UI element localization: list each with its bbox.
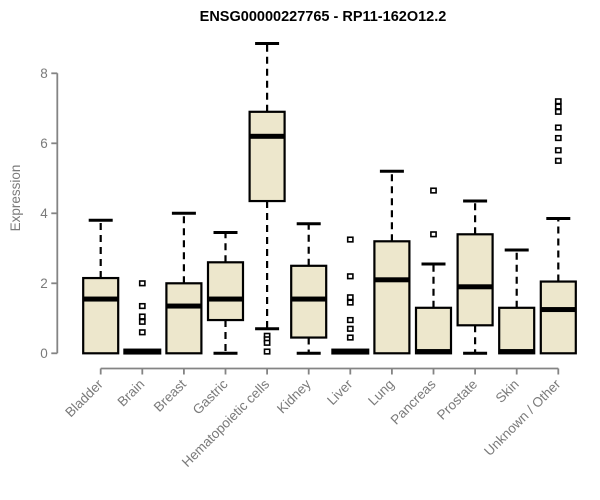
median-line	[457, 284, 493, 290]
x-tick-label: Brain	[115, 377, 148, 410]
box-rect	[165, 282, 203, 355]
x-tick-label: Breast	[151, 376, 189, 414]
box-rect	[539, 280, 577, 355]
collapsed-box	[331, 348, 370, 355]
x-tick-label: Kidney	[274, 376, 314, 416]
y-tick-label: 2	[40, 276, 48, 291]
box-rect	[498, 306, 536, 355]
outlier-point	[346, 299, 354, 306]
outlier-point	[554, 103, 562, 110]
x-tick-label: Unknown / Other	[481, 376, 564, 459]
outlier-point	[346, 294, 354, 301]
median-line	[499, 349, 535, 355]
outlier-point	[138, 329, 146, 336]
x-tick-label: Lung	[365, 377, 397, 409]
outlier-point	[554, 134, 562, 142]
outlier-point	[138, 302, 146, 310]
outlier-point	[346, 334, 354, 341]
y-tick-label: 6	[40, 136, 48, 151]
boxes	[82, 42, 577, 355]
x-tick-label: Bladder	[62, 376, 106, 420]
box-rect	[248, 110, 286, 203]
outlier-point	[430, 231, 437, 238]
box-group	[82, 218, 120, 355]
outlier-point	[346, 236, 354, 243]
y-tick-label: 8	[40, 66, 48, 81]
box-rect	[373, 240, 411, 355]
median-line	[208, 296, 243, 302]
median-line	[540, 307, 576, 313]
outlier-point	[346, 325, 354, 332]
median-line	[374, 277, 410, 283]
box-group	[290, 222, 328, 355]
median-line	[291, 296, 327, 302]
box-group	[248, 42, 286, 355]
outlier-point	[263, 348, 271, 355]
box-rect	[82, 276, 120, 355]
box-group	[539, 98, 577, 355]
outlier-point	[263, 339, 271, 346]
outlier-point	[346, 316, 354, 324]
box-group	[456, 199, 494, 355]
outlier-point	[554, 124, 562, 131]
box-rect	[414, 306, 453, 355]
outlier-point	[138, 280, 146, 287]
chart-title: ENSG00000227765 - RP11-162O12.2	[200, 9, 447, 25]
x-tick-label: Prostate	[434, 377, 480, 423]
box-rect	[456, 233, 494, 327]
y-tick-label: 4	[40, 206, 48, 221]
box-group	[414, 187, 453, 355]
outlier-point	[554, 98, 562, 105]
outlier-point	[138, 318, 146, 325]
box-rect	[206, 261, 245, 322]
outlier-point	[554, 157, 562, 164]
collapsed-box	[123, 348, 162, 355]
box-rect	[290, 264, 328, 339]
x-tick-label: Pancreas	[388, 376, 439, 427]
box-group	[498, 248, 536, 355]
x-tick-label: Liver	[324, 376, 356, 408]
outlier-point	[138, 313, 146, 320]
box-group	[123, 280, 162, 355]
median-line	[166, 303, 202, 309]
outlier-point	[554, 147, 562, 154]
median-line	[416, 349, 451, 355]
x-tick-label: Skin	[493, 377, 522, 406]
box-group	[206, 231, 245, 355]
y-tick-label: 0	[40, 346, 48, 361]
outlier-point	[430, 187, 437, 194]
median-line	[83, 296, 119, 302]
x-tick-label: Gastric	[190, 376, 231, 417]
box-group	[331, 236, 370, 355]
box-group	[373, 169, 411, 355]
box-group	[165, 211, 203, 355]
outlier-point	[346, 273, 354, 280]
y-axis-title: Expression	[8, 165, 23, 232]
median-line	[249, 133, 285, 139]
outlier-point	[554, 108, 562, 115]
